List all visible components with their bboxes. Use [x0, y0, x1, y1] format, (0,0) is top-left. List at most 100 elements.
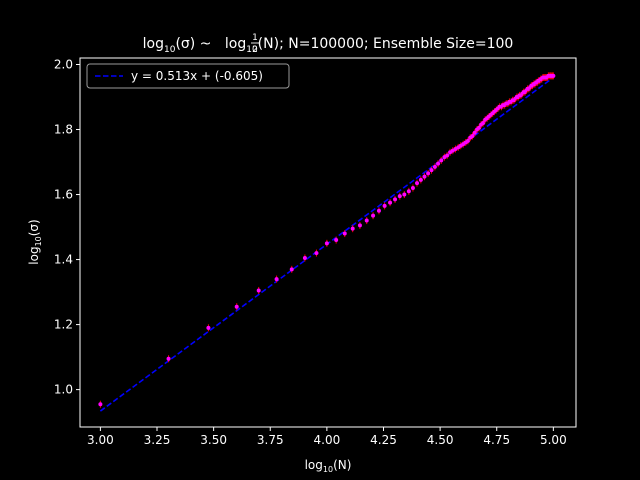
- data-point: [481, 119, 486, 127]
- point-marker: [371, 213, 376, 218]
- point-marker: [376, 208, 381, 213]
- data-point: [334, 236, 339, 244]
- point-marker: [388, 200, 393, 205]
- point-marker: [274, 277, 279, 282]
- point-marker: [98, 402, 103, 407]
- point-marker: [206, 325, 211, 330]
- point-marker: [426, 171, 431, 176]
- data-point: [477, 124, 482, 132]
- point-marker: [364, 218, 369, 223]
- data-point: [206, 324, 211, 332]
- x-tick-label: 4.00: [314, 433, 341, 447]
- chart-title: log10(σ) ~ log10(N); N=100000; Ensemble …: [143, 36, 514, 55]
- point-marker: [324, 241, 329, 246]
- data-point: [314, 249, 319, 257]
- data-point: [410, 184, 415, 192]
- data-point: [426, 169, 431, 177]
- data-point: [470, 132, 475, 140]
- data-point: [406, 187, 411, 195]
- data-point: [382, 202, 387, 210]
- data-point: [274, 275, 279, 283]
- data-point: [324, 239, 329, 247]
- data-point: [364, 217, 369, 225]
- point-marker: [432, 164, 437, 169]
- data-point: [465, 137, 470, 145]
- point-marker: [166, 356, 171, 361]
- legend-fit-line-label: y = 0.513x + (-0.605): [131, 69, 263, 83]
- point-marker: [415, 181, 420, 186]
- point-marker: [382, 203, 387, 208]
- point-marker: [436, 161, 441, 166]
- y-tick-label: 1.2: [54, 318, 73, 332]
- data-point: [350, 225, 355, 233]
- title-fraction: 1 2: [251, 33, 259, 55]
- data-point: [388, 199, 393, 207]
- data-point: [422, 173, 427, 181]
- point-marker: [314, 251, 319, 256]
- x-tick-label: 5.00: [540, 433, 567, 447]
- point-marker: [393, 197, 398, 202]
- data-point: [439, 156, 444, 164]
- data-point: [376, 207, 381, 215]
- x-tick-label: 4.50: [427, 433, 454, 447]
- data-point: [357, 221, 362, 229]
- x-tick-label: 4.25: [370, 433, 397, 447]
- data-point: [445, 152, 450, 160]
- point-marker: [470, 134, 475, 139]
- data-point: [302, 254, 307, 262]
- data-point: [98, 400, 103, 408]
- data-point: [436, 160, 441, 168]
- data-point: [472, 129, 477, 137]
- point-marker: [422, 174, 427, 179]
- point-marker: [234, 304, 239, 309]
- data-point: [432, 163, 437, 171]
- x-tick-label: 4.75: [483, 433, 510, 447]
- x-tick-label: 3.25: [144, 433, 171, 447]
- data-point: [402, 191, 407, 199]
- y-tick-label: 1.4: [54, 253, 73, 267]
- point-marker: [465, 138, 470, 143]
- x-axis: 3.00 3.25 3.50 3.75 4.00 4.25 4.50 4.75 5.00: [87, 427, 567, 447]
- point-marker: [406, 189, 411, 194]
- data-point: [393, 195, 398, 203]
- data-points-layer: [98, 72, 556, 408]
- point-marker: [397, 194, 402, 199]
- data-point: [397, 192, 402, 200]
- point-marker: [342, 231, 347, 236]
- x-tick-label: 3.00: [87, 433, 114, 447]
- point-marker: [418, 177, 423, 182]
- point-marker: [551, 73, 556, 78]
- plot-frame: [79, 57, 577, 428]
- title-fraction-denominator: 2: [252, 45, 258, 55]
- point-marker: [334, 238, 339, 243]
- y-tick-label: 2.0: [54, 58, 73, 72]
- legend: y = 0.513x + (-0.605): [86, 63, 290, 89]
- data-point: [289, 265, 294, 273]
- y-tick-label: 1.6: [54, 188, 73, 202]
- legend-box: [86, 63, 290, 89]
- point-marker: [481, 121, 486, 126]
- point-marker: [402, 192, 407, 197]
- data-point: [342, 230, 347, 238]
- point-marker: [445, 153, 450, 158]
- x-tick-label: 3.75: [257, 433, 284, 447]
- point-marker: [350, 226, 355, 231]
- point-marker: [410, 186, 415, 191]
- y-axis-label: log10(σ): [27, 219, 43, 264]
- data-point: [429, 166, 434, 174]
- point-marker: [477, 125, 482, 130]
- x-axis-label: log10(N): [305, 458, 352, 474]
- point-marker: [302, 255, 307, 260]
- title-fraction-numerator: 1: [252, 33, 258, 43]
- point-marker: [472, 130, 477, 135]
- point-marker: [289, 267, 294, 272]
- x-tick-label: 3.50: [200, 433, 227, 447]
- data-point: [166, 355, 171, 363]
- data-point: [371, 212, 376, 220]
- point-marker: [357, 223, 362, 228]
- data-point: [234, 303, 239, 311]
- point-marker: [429, 168, 434, 173]
- y-tick-label: 1.0: [54, 383, 73, 397]
- y-axis: 1.0 1.2 1.4 1.6 1.8 2.0: [54, 58, 80, 397]
